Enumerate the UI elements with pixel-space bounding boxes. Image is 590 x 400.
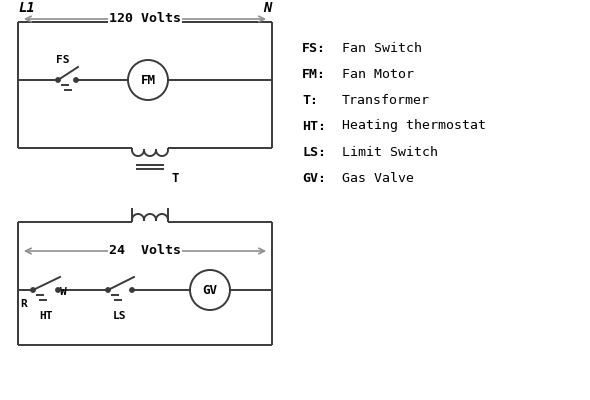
- Circle shape: [56, 288, 60, 292]
- Text: Fan Motor: Fan Motor: [342, 68, 414, 80]
- Text: GV: GV: [202, 284, 218, 296]
- Text: FS: FS: [56, 55, 70, 65]
- Circle shape: [130, 288, 134, 292]
- Text: 24  Volts: 24 Volts: [109, 244, 181, 258]
- Circle shape: [56, 78, 60, 82]
- Text: FS:: FS:: [302, 42, 326, 54]
- Text: Heating thermostat: Heating thermostat: [342, 120, 486, 132]
- Text: Fan Switch: Fan Switch: [342, 42, 422, 54]
- Text: Limit Switch: Limit Switch: [342, 146, 438, 158]
- Text: T:: T:: [302, 94, 318, 106]
- Circle shape: [74, 78, 78, 82]
- Text: HT: HT: [39, 311, 53, 321]
- Text: W: W: [60, 287, 67, 297]
- Text: L1: L1: [18, 1, 35, 15]
- Circle shape: [31, 288, 35, 292]
- Text: LS:: LS:: [302, 146, 326, 158]
- Text: Transformer: Transformer: [342, 94, 430, 106]
- Text: FM: FM: [140, 74, 156, 86]
- Text: Gas Valve: Gas Valve: [342, 172, 414, 184]
- Text: R: R: [20, 299, 27, 309]
- Text: 120 Volts: 120 Volts: [109, 12, 181, 26]
- Text: HT:: HT:: [302, 120, 326, 132]
- Text: GV:: GV:: [302, 172, 326, 184]
- Text: N: N: [264, 1, 272, 15]
- Text: LS: LS: [113, 311, 127, 321]
- Circle shape: [106, 288, 110, 292]
- Text: FM:: FM:: [302, 68, 326, 80]
- Text: T: T: [171, 172, 179, 186]
